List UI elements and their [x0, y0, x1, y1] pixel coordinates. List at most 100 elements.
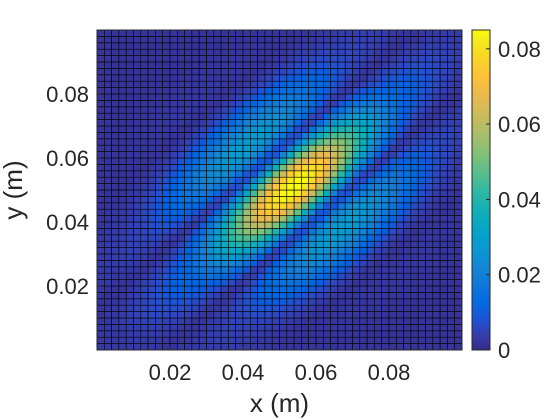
heatmap-cell: [366, 202, 375, 210]
heatmap-cell: [425, 324, 434, 332]
heatmap-cell: [228, 221, 236, 229]
heatmap-cell: [286, 221, 295, 229]
heatmap-cell: [235, 292, 244, 300]
heatmap-cell: [264, 208, 273, 216]
heatmap-cell: [96, 125, 105, 133]
heatmap-cell: [264, 80, 273, 88]
heatmap-cell: [213, 151, 222, 159]
heatmap-cell: [250, 61, 258, 69]
heatmap-cell: [242, 317, 251, 325]
heatmap-cell: [344, 48, 353, 56]
heatmap-cell: [395, 112, 404, 120]
heatmap-cell: [315, 266, 324, 274]
heatmap-cell: [213, 202, 222, 210]
heatmap-cell: [301, 183, 309, 191]
heatmap-cell: [104, 144, 112, 152]
heatmap-cell: [417, 42, 426, 50]
heatmap-cell: [147, 240, 156, 248]
heatmap-cell: [198, 138, 207, 146]
heatmap-cell: [417, 304, 426, 312]
heatmap-cell: [155, 279, 163, 287]
heatmap-cell: [417, 221, 426, 229]
heatmap-cell: [395, 80, 404, 88]
heatmap-cell: [403, 234, 412, 242]
heatmap-cell: [264, 336, 273, 344]
heatmap-cell: [374, 132, 382, 140]
heatmap-cell: [308, 336, 317, 344]
heatmap-cell: [330, 55, 339, 63]
heatmap-cell: [228, 106, 236, 114]
heatmap-cell: [228, 157, 236, 165]
heatmap-cell: [330, 215, 339, 223]
y-tick-label: 0.06: [46, 146, 89, 171]
heatmap-cell: [322, 304, 331, 312]
heatmap-cell: [125, 119, 134, 127]
heatmap-cell: [366, 336, 375, 344]
heatmap-cell: [147, 42, 156, 50]
heatmap-cell: [308, 317, 317, 325]
heatmap-cell: [206, 285, 215, 293]
heatmap-cell: [352, 298, 361, 306]
heatmap-cell: [125, 336, 134, 344]
heatmap-cell: [184, 106, 193, 114]
heatmap-cell: [330, 29, 339, 37]
heatmap-cell: [337, 157, 346, 165]
heatmap-cell: [308, 36, 317, 44]
heatmap-cell: [359, 170, 368, 178]
heatmap-cell: [301, 253, 309, 261]
heatmap-cell: [147, 189, 156, 197]
heatmap-cell: [177, 100, 185, 108]
heatmap-cell: [206, 55, 215, 63]
heatmap-cell: [206, 170, 215, 178]
heatmap-cell: [206, 228, 215, 236]
heatmap-cell: [454, 74, 463, 82]
heatmap-cell: [104, 29, 112, 37]
heatmap-cell: [352, 336, 361, 344]
heatmap-cell: [381, 208, 390, 216]
heatmap-cell: [352, 221, 361, 229]
heatmap-cell: [330, 189, 339, 197]
heatmap-cell: [96, 260, 105, 268]
heatmap-cell: [104, 215, 112, 223]
heatmap-cell: [322, 119, 331, 127]
heatmap-cell: [301, 234, 309, 242]
heatmap-cell: [388, 36, 397, 44]
heatmap-cell: [198, 228, 207, 236]
heatmap-cell: [206, 298, 215, 306]
heatmap-cell: [147, 176, 156, 184]
heatmap-cell: [257, 74, 266, 82]
heatmap-cell: [344, 100, 353, 108]
heatmap-cell: [447, 170, 455, 178]
heatmap-cell: [330, 106, 339, 114]
heatmap-cell: [133, 42, 142, 50]
heatmap-cell: [184, 74, 193, 82]
heatmap-cell: [206, 215, 215, 223]
heatmap-cell: [220, 164, 229, 172]
heatmap-cell: [235, 125, 244, 133]
heatmap-cell: [432, 151, 441, 159]
heatmap-cell: [184, 228, 193, 236]
heatmap-cell: [242, 93, 251, 101]
heatmap-cell: [271, 298, 280, 306]
heatmap-cell: [96, 68, 105, 76]
heatmap-cell: [322, 183, 331, 191]
heatmap-cell: [388, 260, 397, 268]
heatmap-cell: [279, 112, 288, 120]
heatmap-cell: [257, 253, 266, 261]
heatmap-cell: [417, 317, 426, 325]
heatmap-cell: [301, 93, 309, 101]
heatmap-cell: [293, 228, 302, 236]
heatmap-cell: [184, 29, 193, 37]
heatmap-cell: [228, 80, 236, 88]
heatmap-cell: [381, 87, 390, 95]
heatmap-cell: [169, 100, 178, 108]
heatmap-cell: [271, 151, 280, 159]
heatmap-cell: [133, 164, 142, 172]
heatmap-cell: [191, 119, 200, 127]
heatmap-cell: [352, 247, 361, 255]
heatmap-cell: [315, 336, 324, 344]
heatmap-cell: [96, 29, 105, 37]
heatmap-cell: [228, 343, 236, 351]
heatmap-cell: [271, 228, 280, 236]
heatmap-cell: [388, 215, 397, 223]
